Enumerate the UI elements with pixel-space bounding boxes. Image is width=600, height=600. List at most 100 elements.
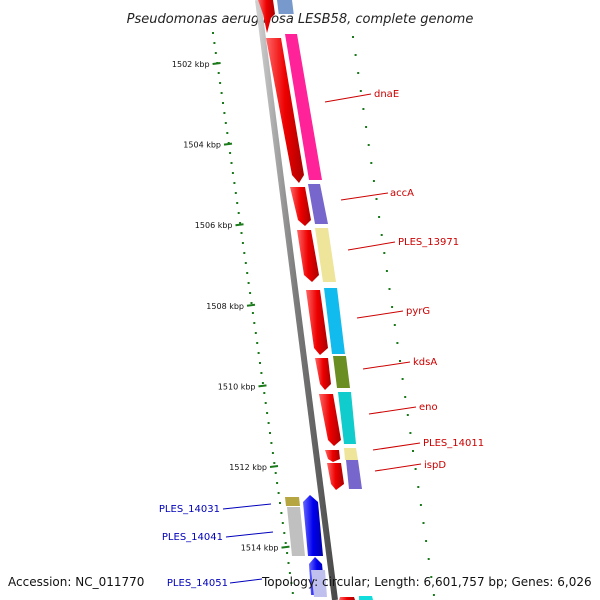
genome-backbone — [255, 0, 338, 600]
gene-feature-ispD — [346, 460, 362, 489]
ruler-dot — [266, 412, 269, 414]
ruler-tick-label: 1508 kbp — [206, 302, 244, 311]
gene-feature-bottom — [359, 596, 373, 600]
svg-text:kdsA: kdsA — [413, 357, 437, 368]
ruler-tick-label: 1502 kbp — [172, 60, 210, 69]
feature-top-blue — [277, 0, 294, 14]
ruler-dot-outer — [409, 432, 412, 434]
genome-summary-text: Topology: circular; Length: 6,601,757 bp… — [261, 575, 592, 589]
gene-feature-accA — [308, 184, 328, 224]
orf-forward-PLES_14011 — [325, 450, 340, 462]
forward-label-kdsA: kdsA — [362, 357, 437, 370]
reverse-label-PLES_14051: PLES_14051 — [167, 578, 263, 589]
ruler-dot — [256, 342, 259, 344]
ruler-dot — [227, 142, 230, 144]
ruler-dot-outer — [417, 486, 420, 488]
ruler-dot — [222, 102, 224, 104]
ruler-dot — [217, 72, 220, 74]
ruler-dot-outer — [432, 594, 435, 596]
orf-forward-PLES_13971 — [297, 230, 319, 282]
gene-feature-PLES_14031 — [285, 497, 300, 506]
ruler-dot — [281, 522, 284, 524]
ruler-dot-outer — [419, 504, 422, 506]
ruler-dot-outer — [375, 198, 378, 200]
ruler-dot — [240, 232, 243, 234]
ruler-dot — [236, 202, 239, 204]
ruler-dot-outer — [396, 342, 399, 344]
ruler-dot — [284, 542, 287, 544]
ruler-dot — [220, 92, 223, 94]
ruler-dot-outer — [385, 270, 388, 272]
gene-feature-dnaE — [285, 34, 322, 180]
ruler-dot — [251, 312, 254, 314]
ruler-dot — [283, 532, 286, 534]
gene-feature-eno — [338, 392, 356, 444]
ruler-dot-outer — [357, 72, 360, 74]
svg-text:PLES_14031: PLES_14031 — [159, 504, 220, 515]
svg-text:PLES_14041: PLES_14041 — [162, 532, 223, 543]
map-title: Pseudomonas aeruginosa LESB58, complete … — [127, 12, 474, 27]
ruler-dot-outer — [430, 576, 433, 578]
ruler-dot-outer — [399, 360, 401, 362]
ruler-dot-outer — [362, 108, 365, 110]
ruler-dot-outer — [352, 36, 354, 38]
ruler-dot — [261, 382, 264, 384]
ruler-dot — [259, 362, 261, 364]
gene-feature-PLES_14041 — [287, 507, 305, 556]
ruler-tick-label: 1506 kbp — [195, 221, 233, 230]
ruler-dot — [224, 122, 227, 124]
svg-text:ispD: ispD — [424, 460, 446, 471]
forward-label-pyrG: pyrG — [356, 306, 430, 319]
orf-forward-bottom — [339, 597, 355, 600]
ruler-dot-outer — [427, 558, 430, 560]
forward-label-dnaE: dnaE — [324, 89, 399, 103]
ruler-dot — [226, 132, 229, 134]
forward-label-eno: eno — [368, 402, 438, 415]
ruler-dot — [249, 292, 252, 294]
svg-text:PLES_13971: PLES_13971 — [398, 237, 459, 248]
ruler-dot — [213, 42, 216, 44]
ruler-dot — [286, 552, 289, 554]
ruler-dot — [247, 282, 250, 284]
ruler-dot — [257, 352, 260, 354]
kbp-ruler: 1502 kbp 1504 kbp 1506 kbp 1508 kbp 1510 kbp… — [172, 32, 435, 596]
ruler-dot-outer — [354, 54, 357, 56]
ruler-tick-label: 1514 kbp — [241, 544, 279, 553]
orf-forward-ispD — [327, 463, 344, 490]
ruler-dot-outer — [412, 450, 414, 452]
ruler-dot-outer — [372, 180, 375, 182]
ruler-tick-label: 1510 kbp — [218, 382, 256, 391]
ruler-tick — [223, 142, 233, 146]
ruler-dot — [239, 222, 242, 224]
ruler-dot — [241, 242, 244, 244]
reverse-label-PLES_14031: PLES_14031 — [159, 503, 272, 515]
svg-text:PLES_14011: PLES_14011 — [423, 438, 484, 449]
ruler-tick — [269, 465, 279, 468]
ruler-dot — [234, 192, 237, 194]
orf-forward-eno — [319, 394, 341, 446]
ruler-dot-outer — [391, 306, 394, 308]
ruler-dot-outer — [401, 378, 404, 380]
gene-feature-PLES_13971 — [315, 228, 336, 282]
ruler-dot — [291, 592, 294, 594]
ruler-dot — [233, 182, 236, 184]
ruler-tick-label: 1504 kbp — [183, 141, 221, 150]
ruler-dot — [288, 572, 291, 574]
svg-text:pyrG: pyrG — [406, 306, 430, 317]
ruler-dot — [231, 172, 234, 174]
orf-forward-top — [258, 0, 275, 33]
ruler-dot — [277, 492, 280, 494]
orf-forward-dnaE — [266, 38, 304, 183]
gene-feature-kdsA — [333, 356, 350, 388]
ruler-dot — [250, 302, 253, 304]
gene-feature-PLES_14011 — [344, 448, 358, 460]
ruler-dot — [230, 162, 233, 164]
ruler-dot-outer — [406, 414, 409, 416]
ruler-dot — [276, 482, 279, 484]
orf-forward-accA — [290, 187, 311, 226]
orf-forward-pyrG — [306, 290, 328, 355]
ruler-tick — [212, 62, 221, 65]
ruler-dot — [219, 82, 222, 84]
gene-feature-pyrG — [324, 288, 345, 354]
ruler-dot-outer — [414, 468, 417, 470]
